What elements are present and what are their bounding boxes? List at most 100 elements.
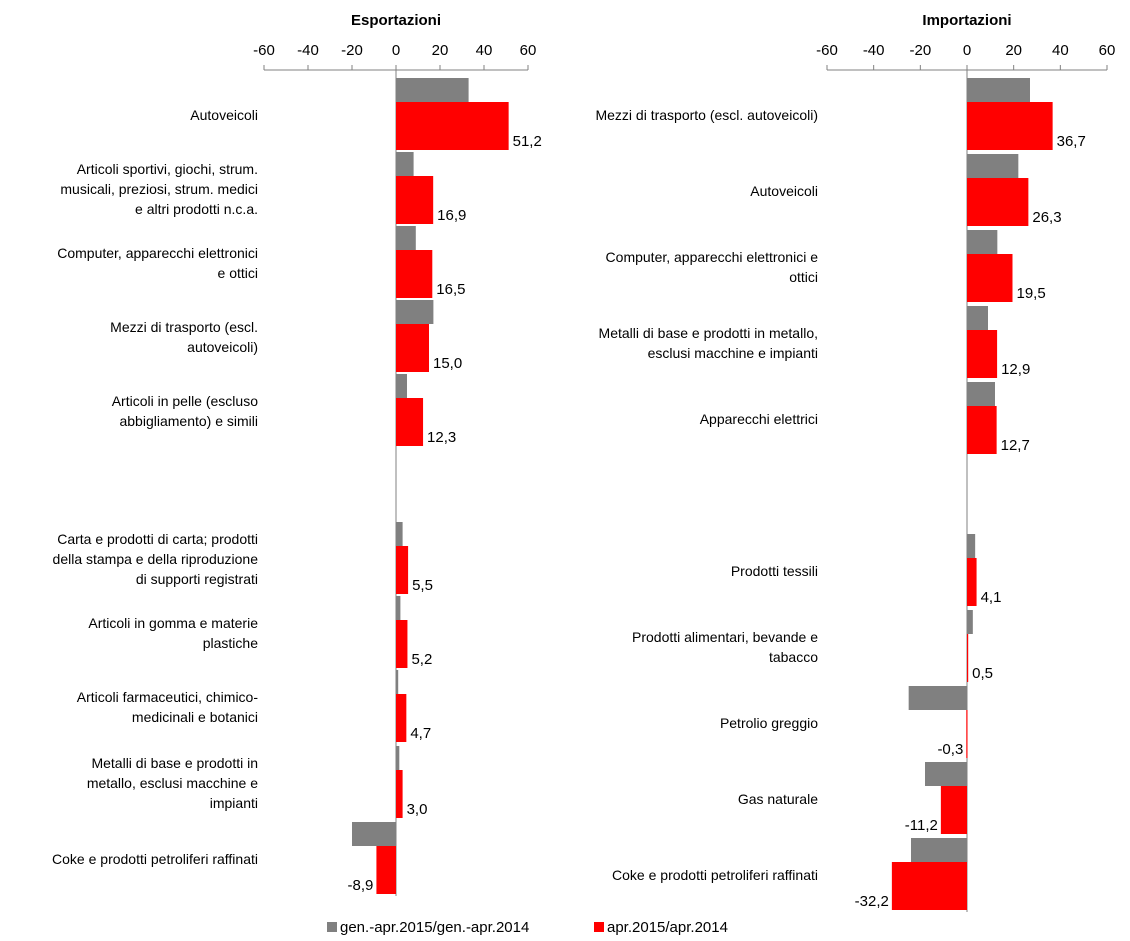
x-tick-label: -20 — [341, 42, 363, 59]
data-label: 5,2 — [411, 651, 432, 668]
bar-gen-apr — [967, 534, 976, 558]
data-label: -11,2 — [905, 817, 938, 834]
category-label: Computer, apparecchi elettronici e ottici — [606, 249, 819, 285]
category-label: Prodotti alimentari, bevande e tabacco — [632, 629, 818, 665]
x-tick-label: -20 — [909, 42, 931, 59]
bar-apr — [396, 770, 403, 818]
category-label: Apparecchi elettrici — [700, 411, 818, 427]
category-label: Gas naturale — [738, 791, 818, 807]
bar-apr — [376, 846, 396, 894]
x-tick-label: -60 — [253, 42, 275, 59]
bar-apr — [967, 406, 997, 454]
bar-apr — [396, 102, 509, 150]
bar-apr — [967, 330, 998, 378]
x-tick-label: 40 — [1052, 42, 1069, 59]
x-tick-label: 40 — [476, 42, 493, 59]
data-label: 51,2 — [513, 133, 542, 150]
data-label: 3,0 — [407, 801, 428, 818]
data-label: 12,9 — [1001, 361, 1030, 378]
category-label: Petrolio greggio — [720, 715, 818, 731]
x-tick-label: 60 — [1099, 42, 1116, 59]
bar-gen-apr — [967, 78, 1030, 102]
x-tick-label: 0 — [963, 42, 971, 59]
bar-gen-apr — [396, 746, 400, 770]
x-tick-label: -60 — [816, 42, 838, 59]
legend-swatch — [327, 922, 337, 932]
category-label: Coke e prodotti petroliferi raffinati — [52, 851, 258, 867]
bar-gen-apr — [911, 838, 967, 862]
legend-label: apr.2015/apr.2014 — [607, 919, 728, 936]
data-label: 26,3 — [1032, 209, 1061, 226]
bar-apr — [940, 786, 967, 834]
bar-apr — [967, 254, 1013, 302]
bar-gen-apr — [967, 382, 995, 406]
category-label: Metalli di base e prodotti in metallo, es… — [87, 755, 258, 811]
bar-apr — [396, 694, 407, 742]
chart-panel-esportazioni: Esportazioni -60 -40 -20 0 20 40 60 Autoveicoli 5… — [52, 12, 542, 896]
bar-gen-apr — [396, 596, 401, 620]
bar-apr — [396, 546, 409, 594]
x-tick-label: 20 — [432, 42, 449, 59]
bar-gen-apr — [967, 154, 1019, 178]
category-label: Autoveicoli — [750, 183, 818, 199]
bar-gen-apr — [396, 152, 414, 176]
bar-apr — [396, 250, 433, 298]
category-label: Coke e prodotti petroliferi raffinati — [612, 867, 818, 883]
category-label: Computer, apparecchi elettronici e ottici — [57, 245, 258, 281]
category-label: Articoli in gomma e materie plastiche — [88, 615, 258, 651]
bar-apr — [967, 634, 969, 682]
data-label: 12,3 — [427, 429, 456, 446]
bar-gen-apr — [352, 822, 396, 846]
bar-gen-apr — [396, 226, 416, 250]
x-tick-label: -40 — [863, 42, 885, 59]
category-label: Carta e prodotti di carta; prodotti della… — [53, 531, 259, 587]
data-label: 4,1 — [981, 589, 1002, 606]
bar-gen-apr — [396, 522, 403, 546]
data-label: -32,2 — [855, 893, 889, 910]
bar-apr — [396, 176, 434, 224]
chart-title: Importazioni — [922, 12, 1011, 29]
x-tick-label: 60 — [520, 42, 537, 59]
legend: gen.-apr.2015/gen.-apr.2014 apr.2015/apr.… — [327, 919, 728, 936]
x-tick-label: 20 — [1005, 42, 1022, 59]
bar-apr — [396, 324, 429, 372]
bar-apr — [396, 398, 424, 446]
data-label: 15,0 — [433, 355, 462, 372]
legend-label: gen.-apr.2015/gen.-apr.2014 — [340, 919, 529, 936]
bar-apr — [966, 710, 968, 758]
data-label: 36,7 — [1057, 133, 1086, 150]
bar-apr — [967, 558, 977, 606]
bar-apr — [967, 102, 1053, 150]
data-label: 16,5 — [436, 281, 465, 298]
bar-gen-apr — [396, 78, 469, 102]
bar-apr — [396, 620, 408, 668]
category-label: Articoli sportivi, giochi, strum. musical… — [60, 161, 258, 217]
bar-gen-apr — [908, 686, 967, 710]
bar-gen-apr — [925, 762, 967, 786]
data-label: 0,5 — [972, 665, 993, 682]
bar-gen-apr — [396, 670, 399, 694]
bar-apr — [891, 862, 967, 910]
bar-gen-apr — [967, 230, 998, 254]
data-label: 12,7 — [1001, 437, 1030, 454]
category-label: Mezzi di trasporto (escl. autoveicoli) — [110, 319, 258, 355]
category-label: Articoli farmaceutici, chimico-medicinal… — [77, 689, 259, 725]
x-tick-label: -40 — [297, 42, 319, 59]
chart-panel-importazioni: Importazioni -60 -40 -20 0 20 40 60 Mezzi di tra… — [595, 12, 1115, 912]
bar-gen-apr — [967, 306, 988, 330]
category-label: Metalli di base e prodotti in metallo, es… — [599, 325, 818, 361]
category-label: Autoveicoli — [190, 107, 258, 123]
chart-title: Esportazioni — [351, 12, 441, 29]
category-label: Prodotti tessili — [731, 563, 818, 579]
legend-swatch — [594, 922, 604, 932]
category-label: Articoli in pelle (escluso abbigliamento)… — [112, 393, 258, 429]
category-label: Mezzi di trasporto (escl. autoveicoli) — [595, 107, 818, 123]
data-label: 5,5 — [412, 577, 433, 594]
bar-gen-apr — [967, 610, 973, 634]
data-label: 4,7 — [410, 725, 431, 742]
data-label: 19,5 — [1017, 285, 1046, 302]
bar-gen-apr — [396, 300, 434, 324]
bar-gen-apr — [396, 374, 407, 398]
data-label: -8,9 — [348, 877, 374, 894]
